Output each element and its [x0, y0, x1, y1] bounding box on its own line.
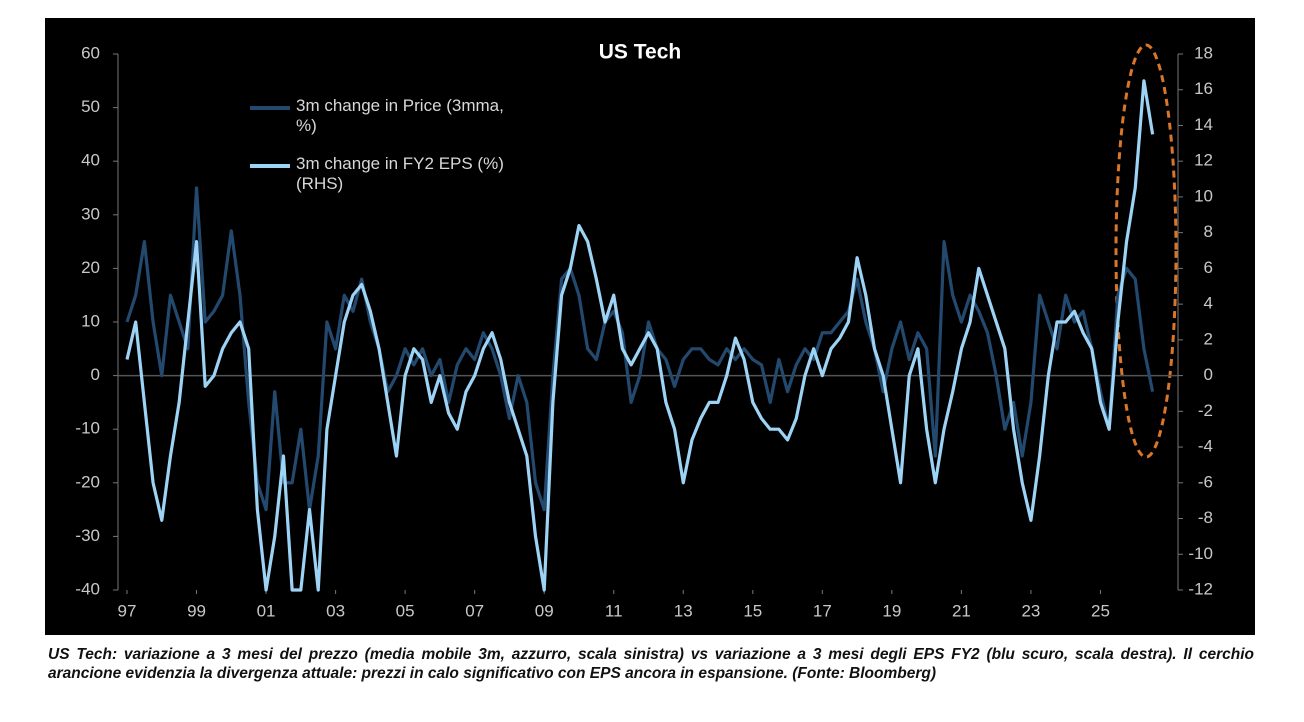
x-tick-label: 09	[535, 601, 554, 620]
caption: US Tech: variazione a 3 mesi del prezzo …	[48, 646, 1254, 682]
y2-tick-label: 0	[1204, 365, 1213, 384]
legend: 3m change in Price (3mma, %) 3m change in…	[250, 96, 511, 212]
y2-tick-label: 4	[1204, 294, 1213, 313]
x-tick-label: 13	[674, 601, 693, 620]
y2-tick-label: 16	[1194, 79, 1213, 98]
x-tick-label: 03	[326, 601, 345, 620]
y2-tick-label: -12	[1188, 579, 1213, 598]
y2-tick-label: -8	[1198, 508, 1213, 527]
y2-tick-label: -10	[1188, 544, 1213, 563]
y-tick-label: -30	[75, 526, 100, 545]
x-tick-label: 19	[882, 601, 901, 620]
x-tick-label: 05	[396, 601, 415, 620]
y-tick-label: 30	[81, 204, 100, 223]
x-tick-label: 17	[813, 601, 832, 620]
x-tick-label: 99	[187, 601, 206, 620]
y2-tick-label: 6	[1204, 258, 1213, 277]
legend-label: 3m change in Price (3mma, %)	[296, 96, 504, 135]
y2-tick-label: -2	[1198, 401, 1213, 420]
legend-item: 3m change in Price (3mma, %)	[250, 96, 511, 136]
y-tick-label: -40	[75, 579, 100, 598]
legend-item: 3m change in FY2 EPS (%) (RHS)	[250, 154, 511, 194]
x-tick-label: 11	[605, 601, 623, 620]
y-tick-label: 50	[81, 97, 100, 116]
series-line	[125, 186, 1155, 512]
y-tick-label: 20	[81, 258, 100, 277]
y-tick-label: 10	[81, 311, 100, 330]
y2-tick-label: 10	[1194, 186, 1213, 205]
y2-tick-label: 14	[1194, 115, 1213, 134]
legend-swatch	[250, 106, 290, 110]
y-tick-label: 60	[81, 43, 100, 62]
y2-tick-label: -6	[1198, 472, 1213, 491]
chart: US Tech -40-30-20-100102030405060-12-10-…	[45, 18, 1255, 635]
plot-area	[125, 79, 1155, 592]
y-tick-label: -10	[75, 419, 100, 438]
y2-tick-label: 18	[1194, 43, 1213, 62]
y2-tick-label: 8	[1204, 222, 1213, 241]
y-tick-label: 0	[91, 365, 100, 384]
x-tick-label: 07	[465, 601, 484, 620]
x-tick-label: 21	[952, 601, 971, 620]
y2-tick-label: 12	[1194, 151, 1213, 170]
y-tick-label: -20	[75, 472, 100, 491]
legend-label: 3m change in FY2 EPS (%) (RHS)	[296, 154, 504, 193]
series-line	[125, 79, 1155, 592]
y-tick-label: 40	[81, 151, 100, 170]
x-tick-label: 97	[118, 601, 137, 620]
legend-swatch	[250, 164, 290, 168]
y2-tick-label: 2	[1204, 329, 1213, 348]
x-tick-label: 25	[1091, 601, 1110, 620]
highlight-ellipse	[1114, 43, 1178, 459]
x-tick-label: 15	[743, 601, 762, 620]
x-tick-label: 23	[1021, 601, 1040, 620]
x-tick-label: 01	[257, 601, 276, 620]
y2-tick-label: -4	[1198, 437, 1213, 456]
chart-title: US Tech	[599, 41, 681, 64]
